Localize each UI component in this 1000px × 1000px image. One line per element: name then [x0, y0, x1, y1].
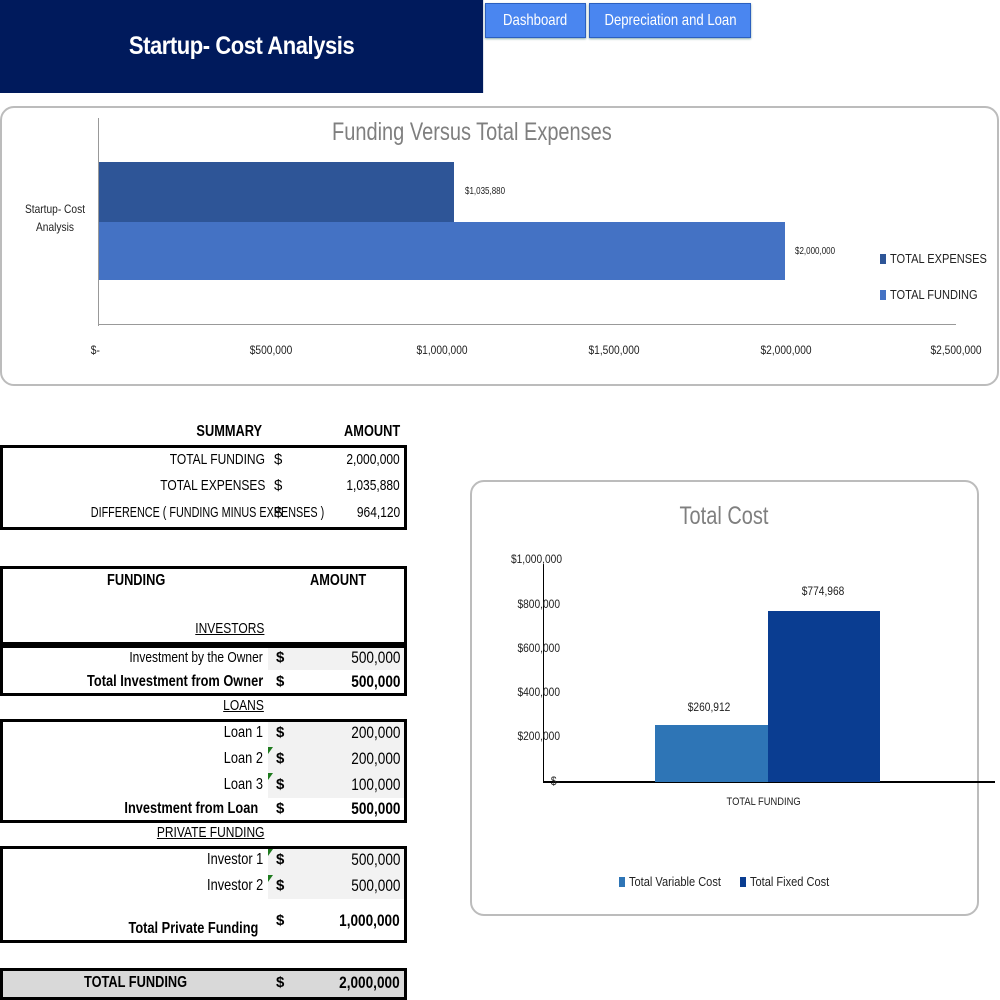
- y-tick: $200,000: [517, 729, 560, 743]
- investors-table: [0, 645, 407, 696]
- total-expenses-value: $1,035,880: [465, 186, 506, 197]
- legend-swatch: [880, 289, 886, 300]
- y-tick: $600,000: [517, 641, 560, 655]
- dashboard-button[interactable]: Dashboard: [485, 3, 586, 38]
- x-tick: $2,500,000: [930, 343, 982, 357]
- cell-note-marker: [268, 773, 273, 780]
- x-tick: $1,000,000: [416, 343, 468, 357]
- legend-swatch: [619, 876, 625, 887]
- x-tick: $500,000: [249, 343, 293, 357]
- cell-note-marker: [268, 875, 273, 882]
- y-tick: $-: [550, 774, 560, 788]
- legend-total-fixed-cost: Total Fixed Cost: [740, 874, 843, 889]
- input-cell-shade: [268, 648, 404, 670]
- funding-header: FUNDING: [107, 572, 166, 589]
- input-cell-shade: [268, 722, 404, 798]
- funding-header-box: [0, 566, 407, 645]
- loans-table: [0, 719, 407, 823]
- x-axis-line: [98, 324, 956, 325]
- total-funding-bar: [99, 222, 785, 280]
- loans-section-label: LOANS: [223, 697, 264, 714]
- x-tick: $2,000,000: [760, 343, 812, 357]
- legend-total-variable-cost: Total Variable Cost: [619, 874, 737, 889]
- investors-section-label: INVESTORS: [194, 620, 264, 637]
- total-variable-cost-bar: [655, 725, 768, 782]
- y-axis-line: [543, 564, 544, 782]
- owner-investment-input[interactable]: 500,000: [350, 648, 400, 667]
- x-category-label: TOTAL FUNDING: [726, 796, 801, 808]
- chart-title: Funding Versus Total Expenses: [332, 118, 612, 146]
- funding-vs-expenses-chart: Funding Versus Total Expenses Startup- C…: [0, 106, 999, 386]
- total-expenses-bar: [99, 162, 454, 222]
- loan-3-input[interactable]: 100,000: [350, 775, 400, 794]
- variable-cost-value: $260,912: [687, 700, 731, 714]
- y-tick: $800,000: [517, 597, 560, 611]
- grand-total-row: [0, 968, 407, 1000]
- private-funding-table: [0, 846, 407, 943]
- legend-total-funding: TOTAL FUNDING: [880, 287, 993, 302]
- y-tick: $1,000,000: [510, 552, 562, 566]
- grand-total-amount: 2,000,000: [339, 973, 400, 992]
- x-tick: $1,500,000: [588, 343, 640, 357]
- total-cost-chart: Total Cost $1,000,000 $800,000 $600,000 …: [470, 480, 995, 916]
- legend-swatch: [880, 253, 886, 264]
- fixed-cost-value: $774,968: [801, 584, 845, 598]
- investor-2-input[interactable]: 500,000: [350, 876, 400, 895]
- depreciation-and-loan-button[interactable]: Depreciation and Loan: [589, 3, 751, 38]
- x-axis-line: [543, 781, 995, 783]
- y-axis-line: [98, 118, 99, 326]
- summary-amount-header: AMOUNT: [343, 423, 400, 440]
- total-fixed-cost-bar: [768, 611, 880, 782]
- grand-total-currency: $: [276, 974, 285, 991]
- input-cell-shade: [268, 849, 404, 899]
- summary-table: [0, 445, 407, 530]
- funding-amount-header: AMOUNT: [310, 572, 367, 589]
- cell-note-marker: [268, 747, 273, 754]
- summary-header: SUMMARY: [196, 423, 262, 440]
- chart-title: Total Cost: [679, 502, 769, 530]
- loan-1-input[interactable]: 200,000: [350, 723, 400, 742]
- legend-total-expenses: TOTAL EXPENSES: [880, 251, 1000, 266]
- loan-2-input[interactable]: 200,000: [350, 749, 400, 768]
- legend-swatch: [740, 876, 746, 887]
- investor-1-input[interactable]: 500,000: [350, 850, 400, 869]
- cell-note-marker: [268, 849, 273, 856]
- x-tick: $-: [90, 343, 100, 357]
- total-funding-value: $2,000,000: [795, 246, 836, 257]
- private-funding-section-label: PRIVATE FUNDING: [156, 824, 264, 841]
- grand-total-label: TOTAL FUNDING: [84, 974, 188, 991]
- category-label: Startup- Cost Analysis: [24, 202, 86, 234]
- page-title-banner: Startup- Cost Analysis: [0, 0, 484, 93]
- page-title: Startup- Cost Analysis: [128, 32, 355, 60]
- y-tick: $400,000: [517, 685, 560, 699]
